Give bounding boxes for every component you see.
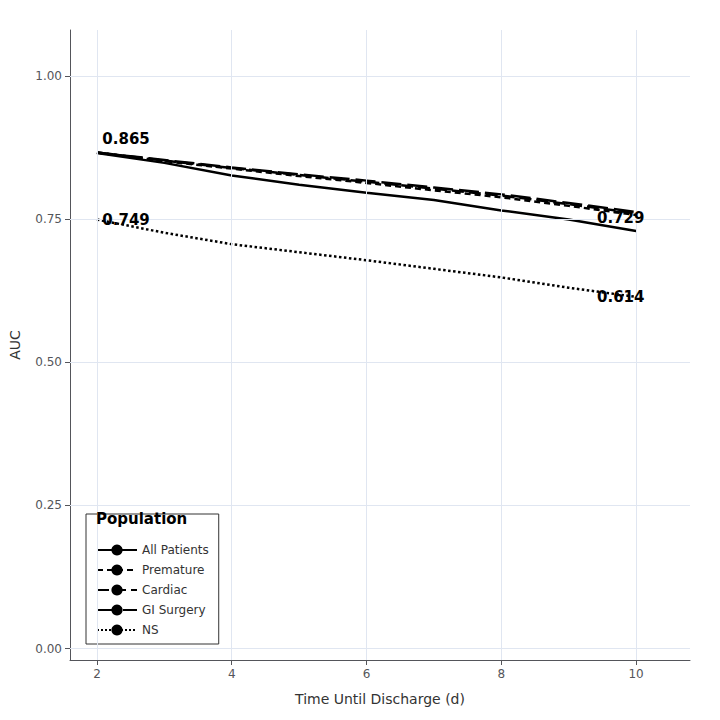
svg-text:NS: NS <box>142 623 159 637</box>
svg-text:6: 6 <box>363 667 371 681</box>
svg-text:2: 2 <box>93 667 101 681</box>
svg-text:Cardiac: Cardiac <box>142 583 187 597</box>
svg-text:GI Surgery: GI Surgery <box>142 603 206 617</box>
svg-text:10: 10 <box>628 667 643 681</box>
svg-text:1.00: 1.00 <box>35 69 62 83</box>
svg-text:Premature: Premature <box>142 563 204 577</box>
svg-text:Population: Population <box>96 510 187 528</box>
svg-text:0.865: 0.865 <box>102 130 149 148</box>
svg-text:8: 8 <box>497 667 505 681</box>
svg-text:All Patients: All Patients <box>142 543 209 557</box>
svg-text:0.75: 0.75 <box>35 212 62 226</box>
svg-text:0.00: 0.00 <box>35 642 62 656</box>
svg-text:0.50: 0.50 <box>35 355 62 369</box>
svg-text:Time Until Discharge (d): Time Until Discharge (d) <box>294 691 465 707</box>
svg-text:0.614: 0.614 <box>597 288 644 306</box>
svg-text:AUC: AUC <box>7 330 23 360</box>
svg-text:0.749: 0.749 <box>102 211 149 229</box>
svg-text:0.25: 0.25 <box>35 498 62 512</box>
svg-text:4: 4 <box>228 667 236 681</box>
svg-text:0.729: 0.729 <box>597 209 644 227</box>
